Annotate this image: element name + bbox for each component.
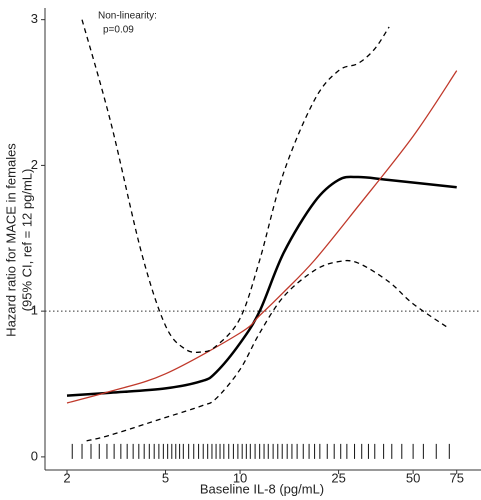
y-tick-label: 3 xyxy=(31,11,38,26)
y-axis-label: (95% CI, ref = 12 pg/mL) xyxy=(19,169,34,312)
x-tick-label: 2 xyxy=(63,471,70,486)
curve xyxy=(66,70,458,404)
curve xyxy=(66,175,457,397)
y-tick-label: 2 xyxy=(31,157,38,172)
x-tick-label: 50 xyxy=(406,471,420,486)
curve xyxy=(86,259,450,442)
curve xyxy=(81,19,390,354)
y-tick-label: 0 xyxy=(31,448,38,463)
y-tick-label: 1 xyxy=(31,303,38,318)
x-tick-label: 25 xyxy=(331,471,345,486)
annotation: Non-linearity: xyxy=(98,11,157,22)
y-axis-label: Hazard ratio for MACE in females xyxy=(3,143,18,337)
x-tick-label: 10 xyxy=(233,471,247,486)
annotation: p=0.09 xyxy=(103,25,134,36)
x-tick-label: 75 xyxy=(449,471,463,486)
x-tick-label: 5 xyxy=(162,471,169,486)
x-axis-label: Baseline IL-8 (pg/mL) xyxy=(200,481,324,496)
